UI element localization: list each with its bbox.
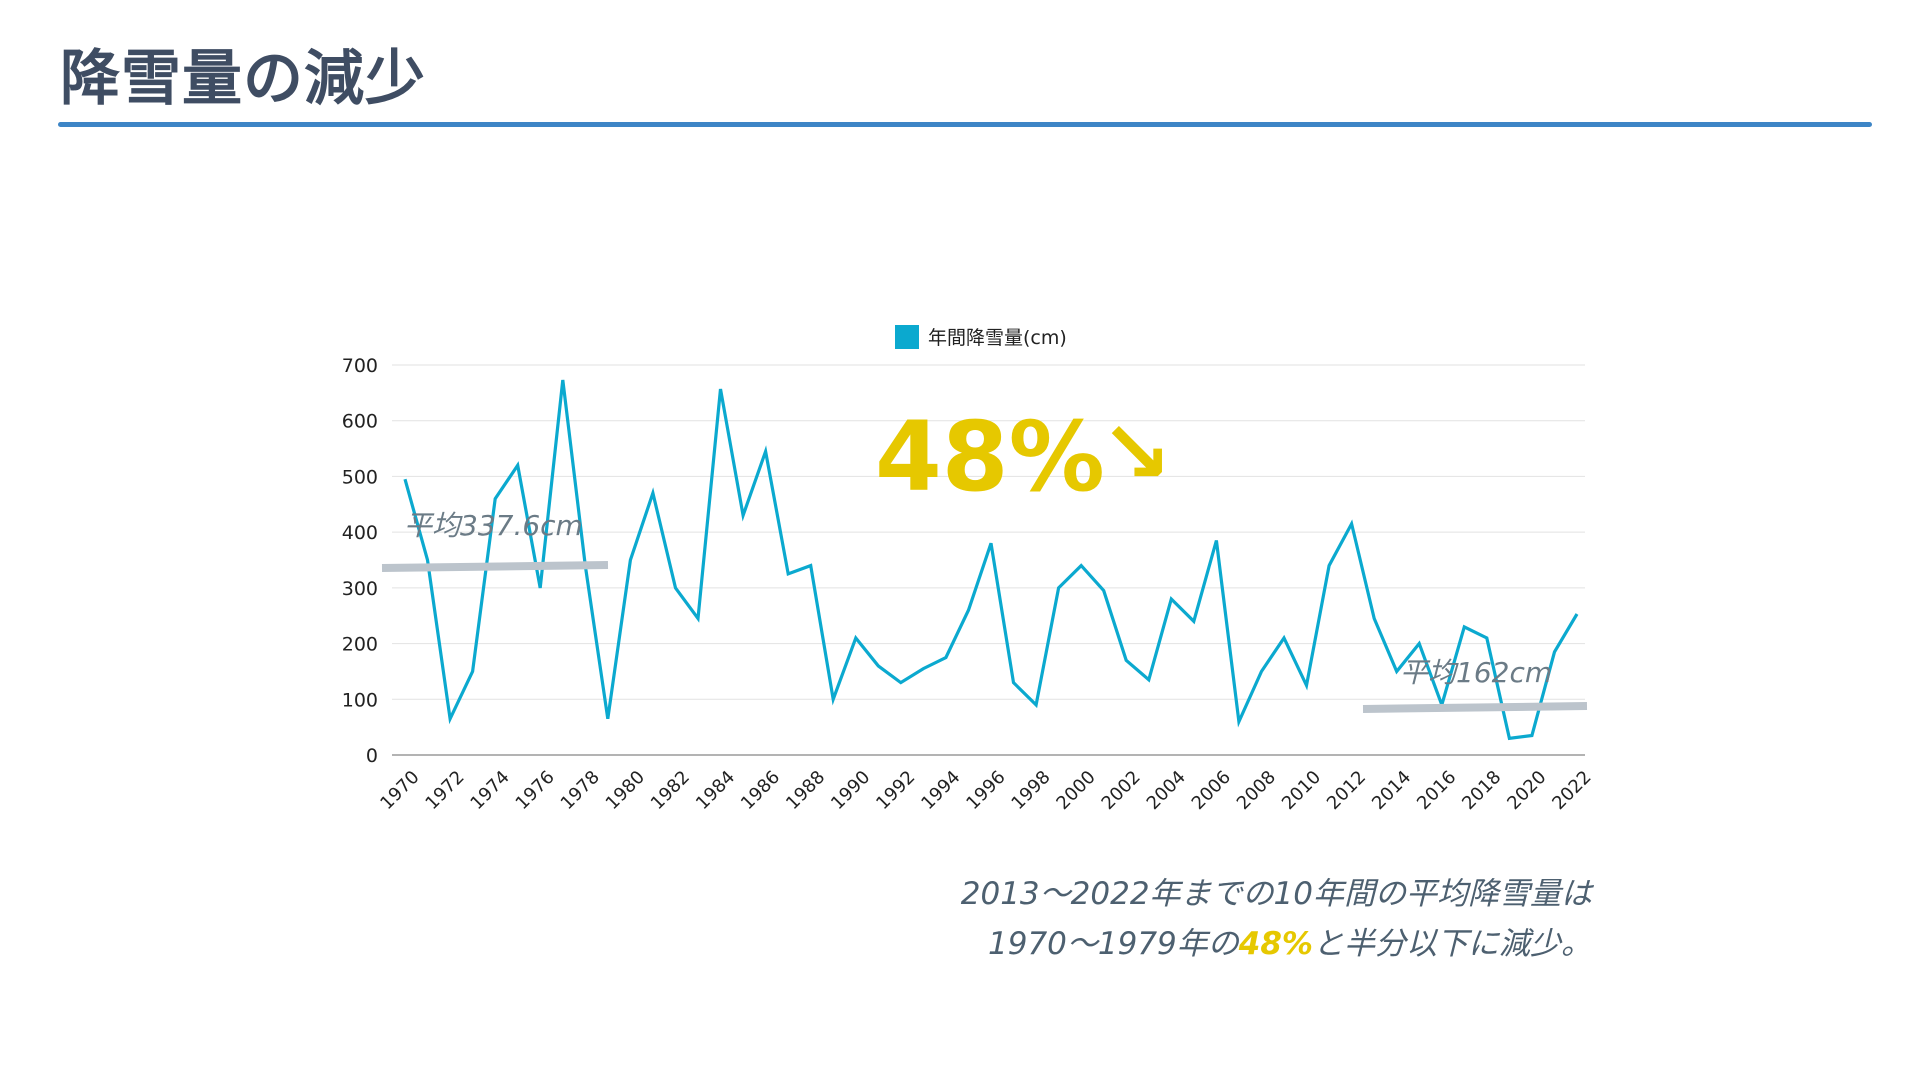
average-line-early (381, 561, 609, 572)
y-tick-label: 100 (342, 689, 378, 711)
x-tick-label: 1996 (962, 767, 1009, 814)
callout-percent: 48% (875, 401, 1105, 513)
x-axis-ticks: 1970197219741976197819801982198419861988… (376, 767, 1595, 814)
x-tick-label: 2000 (1052, 767, 1099, 814)
x-tick-label: 1970 (376, 767, 423, 814)
x-tick-label: 1998 (1007, 767, 1054, 814)
x-tick-label: 2004 (1143, 767, 1190, 814)
average-label-late: 平均162cm (1400, 656, 1552, 689)
x-tick-label: 1972 (421, 767, 468, 814)
x-tick-label: 2002 (1098, 767, 1145, 814)
caption-line-2-start: 1970～1979年の (988, 926, 1239, 962)
x-tick-label: 2020 (1503, 767, 1550, 814)
legend-label: 年間降雪量(cm) (928, 327, 1067, 349)
x-tick-label: 2010 (1278, 767, 1325, 814)
y-tick-label: 200 (342, 634, 378, 656)
x-tick-label: 2006 (1188, 767, 1235, 814)
legend-swatch (895, 325, 919, 349)
x-tick-label: 1990 (827, 767, 874, 814)
x-tick-label: 2018 (1458, 767, 1505, 814)
x-tick-label: 2008 (1233, 767, 1280, 814)
y-tick-label: 500 (342, 466, 378, 488)
average-line-late (1362, 702, 1588, 713)
x-tick-label: 1982 (647, 767, 694, 814)
caption-highlight-percent: 48% (1238, 926, 1313, 962)
x-tick-label: 1974 (466, 767, 513, 814)
x-tick-label: 2022 (1548, 767, 1595, 814)
y-tick-label: 700 (342, 355, 378, 377)
x-tick-label: 1988 (782, 767, 829, 814)
caption-line-2-end: と半分以下に減少。 (1313, 926, 1592, 962)
x-tick-label: 1984 (692, 767, 739, 814)
x-tick-label: 1978 (557, 767, 604, 814)
x-tick-label: 1994 (917, 767, 964, 814)
x-tick-label: 2012 (1323, 767, 1370, 814)
y-tick-label: 0 (366, 745, 378, 767)
x-tick-label: 1976 (512, 767, 559, 814)
y-tick-label: 600 (342, 411, 378, 433)
x-tick-label: 1992 (872, 767, 919, 814)
series-line-annual-snowfall (403, 379, 1579, 741)
slide-title: 降雪量の減少 (60, 44, 426, 114)
y-tick-label: 300 (342, 578, 378, 600)
x-tick-label: 1986 (737, 767, 784, 814)
title-divider (58, 122, 1872, 127)
caption-line-2: 1970～1979年の48%と半分以下に減少。 (988, 918, 1592, 963)
x-tick-label: 1980 (602, 767, 649, 814)
x-tick-label: 2014 (1368, 767, 1415, 814)
average-label-early: 平均337.6cm (404, 509, 583, 542)
y-axis-ticks: 0 100 200 300 400 500 600 700 (342, 355, 378, 767)
caption-line-1: 2013～2022年までの10年間の平均降雪量は (960, 876, 1592, 912)
y-tick-label: 400 (342, 522, 378, 544)
x-tick-label: 2016 (1413, 767, 1460, 814)
arrow-down-right-icon: ↘ (1100, 403, 1172, 503)
